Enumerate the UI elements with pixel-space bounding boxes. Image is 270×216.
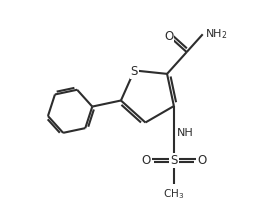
Text: S: S xyxy=(170,154,178,167)
Text: S: S xyxy=(131,65,138,78)
Text: O: O xyxy=(141,154,151,167)
Text: O: O xyxy=(164,30,173,43)
Text: NH$_2$: NH$_2$ xyxy=(205,27,227,41)
Text: NH: NH xyxy=(177,128,194,138)
Text: O: O xyxy=(197,154,206,167)
Text: CH$_3$: CH$_3$ xyxy=(163,187,184,201)
